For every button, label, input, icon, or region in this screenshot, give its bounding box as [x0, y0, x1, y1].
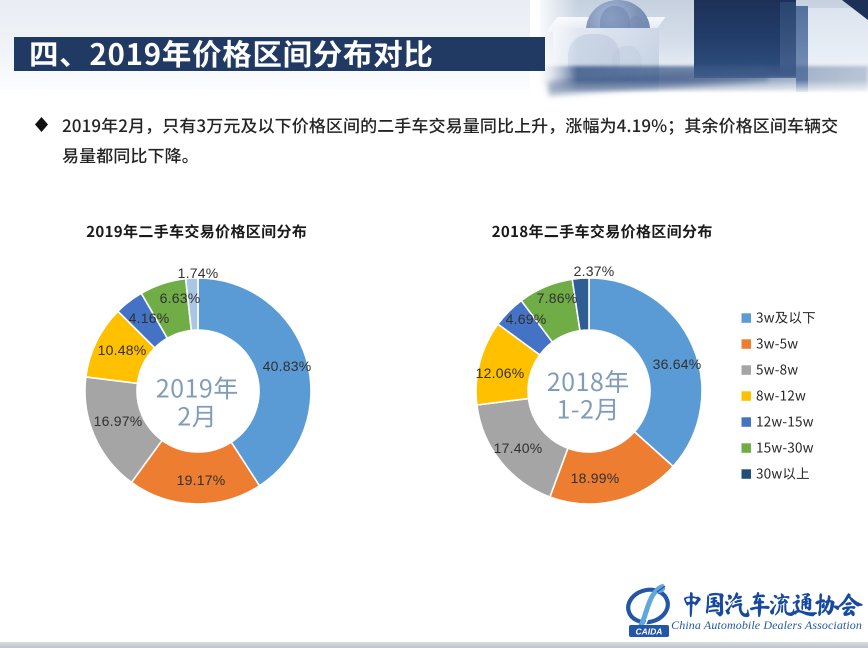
svg-text:CAIDA: CAIDA [636, 627, 663, 637]
